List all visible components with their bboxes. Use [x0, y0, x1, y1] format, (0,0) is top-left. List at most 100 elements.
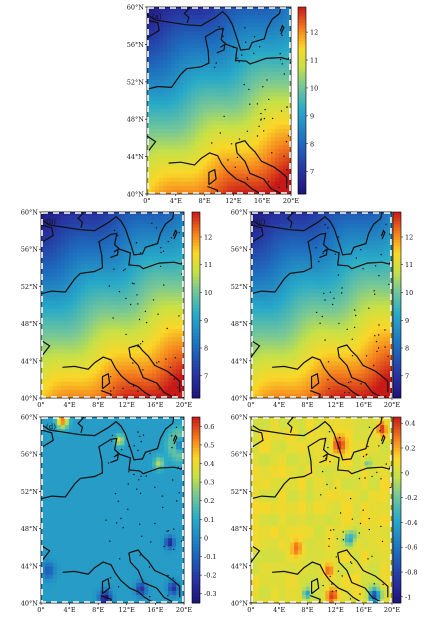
map-b	[41, 212, 184, 398]
map-frame	[40, 416, 185, 604]
map-frame	[250, 416, 393, 604]
lat-tick-label: 48°N	[231, 525, 249, 533]
lon-tick-label: 4°E	[170, 197, 182, 205]
colorbar-tick-label: 8	[310, 140, 314, 148]
colorbar-tick-label: 7	[405, 372, 409, 380]
coastline	[77, 212, 85, 228]
coastline	[272, 356, 363, 398]
coastline	[147, 135, 157, 162]
lon-tick-label: 20°E	[176, 606, 193, 614]
lat-tick-label: 44°N	[231, 357, 249, 365]
lon-tick-label: 16°E	[254, 197, 271, 205]
lon-tick-label: 8°E	[301, 606, 313, 614]
lat-tick-label: 56°N	[21, 246, 39, 254]
coastline	[41, 212, 175, 256]
colorbar-b: 12 11 10 9 8 7	[191, 211, 212, 399]
lat-tick-label: 40°N	[127, 191, 145, 199]
colorbar-tick-label: 7	[204, 372, 208, 380]
lat-tick-label: 48°N	[21, 320, 39, 328]
colorbar-tick-label: 11	[310, 57, 318, 65]
lat-tick-label: 56°N	[231, 451, 249, 459]
colorbar-c: 12 11 10 9 8 7	[392, 211, 413, 399]
colorbar-tick-label: 11	[204, 261, 212, 269]
lat-tick-label: 52°N	[231, 488, 249, 496]
colorbar-tick-label: 10	[310, 84, 318, 92]
map-d	[41, 417, 184, 603]
lon-tick-label: 16°E	[147, 606, 164, 614]
lat-tick-label: 52°N	[231, 283, 249, 291]
lat-tick-label: 44°N	[21, 562, 39, 570]
lon-tick-label: 0°	[37, 606, 44, 614]
lat-tick-label: 60°N	[21, 209, 39, 217]
lon-tick-label: 0°	[247, 606, 254, 614]
coastline	[279, 24, 285, 35]
colorbar-d: 0.6 0.5 0.4 0.3 0.2 0.1 0 -0.1 -0.2 -0.3	[191, 416, 217, 604]
coastline	[235, 140, 288, 189]
colorbar-tick-label: 0.6	[204, 423, 214, 431]
coastline	[208, 168, 217, 186]
lat-tick-label: 48°N	[231, 320, 249, 328]
lon-tick-label: 16°E	[147, 401, 164, 409]
lat-tick-label: 40°N	[21, 395, 39, 403]
lon-tick-label: 8°E	[92, 401, 104, 409]
colorbar-tick-label: 12	[405, 233, 413, 241]
colorbar-tick-label: 8	[405, 345, 409, 353]
coastline	[311, 577, 320, 595]
colorbar-tick-label: -0.6	[405, 544, 418, 552]
lat-tick-label: 56°N	[231, 246, 249, 254]
lon-tick-label: 16°E	[356, 401, 373, 409]
colorbar-tick-label: 11	[405, 261, 413, 269]
lat-tick-label: 60°N	[231, 209, 249, 217]
lat-tick-label: 52°N	[127, 78, 145, 86]
lat-tick-label: 44°N	[127, 153, 145, 161]
coastline	[337, 549, 389, 598]
colorbar-tick-label: 0.2	[405, 445, 415, 453]
lon-tick-label: 20°E	[283, 197, 300, 205]
coastline	[380, 229, 386, 240]
colorbar-tick-label: 0.4	[405, 420, 415, 428]
map-frame	[250, 211, 393, 399]
colorbar-tick-label: 7	[310, 168, 314, 176]
coastline	[251, 437, 392, 500]
coastline	[100, 595, 112, 603]
panel-a: (a) 60°N 56°N 52°N 48°N 44°N 40°N0° 4°E 8°E 12°E 1…	[127, 4, 319, 206]
lon-tick-label: 20°E	[176, 401, 193, 409]
coastline	[337, 347, 382, 398]
lon-tick-label: 8°E	[199, 197, 211, 205]
colorbar-e: 0.4 0.2 0 -0.2 -0.4 -0.6 -0.8 -1	[392, 416, 418, 604]
lon-tick-label: 4°E	[273, 401, 285, 409]
lat-tick-label: 40°N	[231, 395, 249, 403]
lat-tick-label: 44°N	[21, 357, 39, 365]
lon-tick-label: 12°E	[119, 606, 136, 614]
colorbar-tick-label: -1	[405, 593, 411, 601]
lon-tick-label: 4°E	[64, 606, 76, 614]
lat-tick-label: 60°N	[127, 4, 145, 12]
coastline	[147, 27, 291, 90]
coastline	[286, 417, 294, 433]
coastline	[41, 417, 175, 461]
colorbar-tick-label: 12	[310, 29, 318, 37]
colorbar-tick-label: 0.4	[204, 460, 214, 468]
coastline	[251, 232, 392, 295]
map-frame	[40, 211, 185, 399]
coastline	[251, 212, 383, 256]
coastline	[128, 347, 174, 398]
colorbar-tick-label: -0.3	[204, 590, 217, 598]
coastline	[41, 224, 54, 244]
coastline	[251, 429, 264, 449]
coastline	[251, 544, 261, 571]
coastline	[128, 549, 181, 598]
colorbar-tick-label: 0.1	[204, 516, 214, 524]
coastline	[41, 429, 54, 449]
lat-tick-label: 48°N	[21, 525, 39, 533]
colorbar-tick-label: -0.4	[405, 519, 418, 527]
lon-tick-label: 0°	[143, 197, 150, 205]
lat-tick-label: 40°N	[21, 600, 39, 608]
colorbar-tick-label: -0.2	[204, 572, 217, 580]
colorbar-tick-label: 9	[405, 317, 409, 325]
coastline	[41, 232, 184, 295]
coastline	[319, 247, 328, 259]
lon-tick-label: 4°E	[273, 606, 285, 614]
coastline	[100, 390, 112, 398]
coastline	[216, 43, 226, 54]
